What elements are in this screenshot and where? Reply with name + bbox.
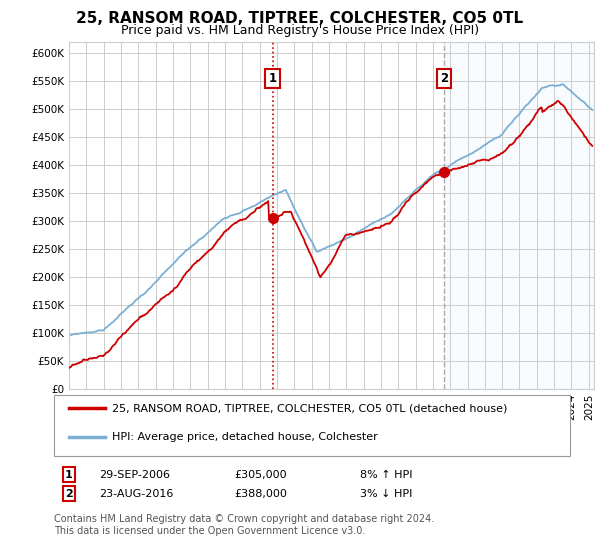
Text: HPI: Average price, detached house, Colchester: HPI: Average price, detached house, Colc… <box>112 432 378 442</box>
Text: 29-SEP-2006: 29-SEP-2006 <box>99 470 170 480</box>
Text: £305,000: £305,000 <box>234 470 287 480</box>
Text: 2: 2 <box>65 489 73 499</box>
Text: Price paid vs. HM Land Registry's House Price Index (HPI): Price paid vs. HM Land Registry's House … <box>121 24 479 37</box>
Text: 3% ↓ HPI: 3% ↓ HPI <box>360 489 412 499</box>
Text: 25, RANSOM ROAD, TIPTREE, COLCHESTER, CO5 0TL (detached house): 25, RANSOM ROAD, TIPTREE, COLCHESTER, CO… <box>112 403 508 413</box>
Text: 23-AUG-2016: 23-AUG-2016 <box>99 489 173 499</box>
Text: 25, RANSOM ROAD, TIPTREE, COLCHESTER, CO5 0TL: 25, RANSOM ROAD, TIPTREE, COLCHESTER, CO… <box>76 11 524 26</box>
Text: 8% ↑ HPI: 8% ↑ HPI <box>360 470 413 480</box>
Text: 2: 2 <box>440 72 448 85</box>
Text: 1: 1 <box>65 470 73 480</box>
Text: Contains HM Land Registry data © Crown copyright and database right 2024.
This d: Contains HM Land Registry data © Crown c… <box>54 514 434 536</box>
Bar <box>444 42 594 389</box>
Text: 1: 1 <box>269 72 277 85</box>
Text: £388,000: £388,000 <box>234 489 287 499</box>
